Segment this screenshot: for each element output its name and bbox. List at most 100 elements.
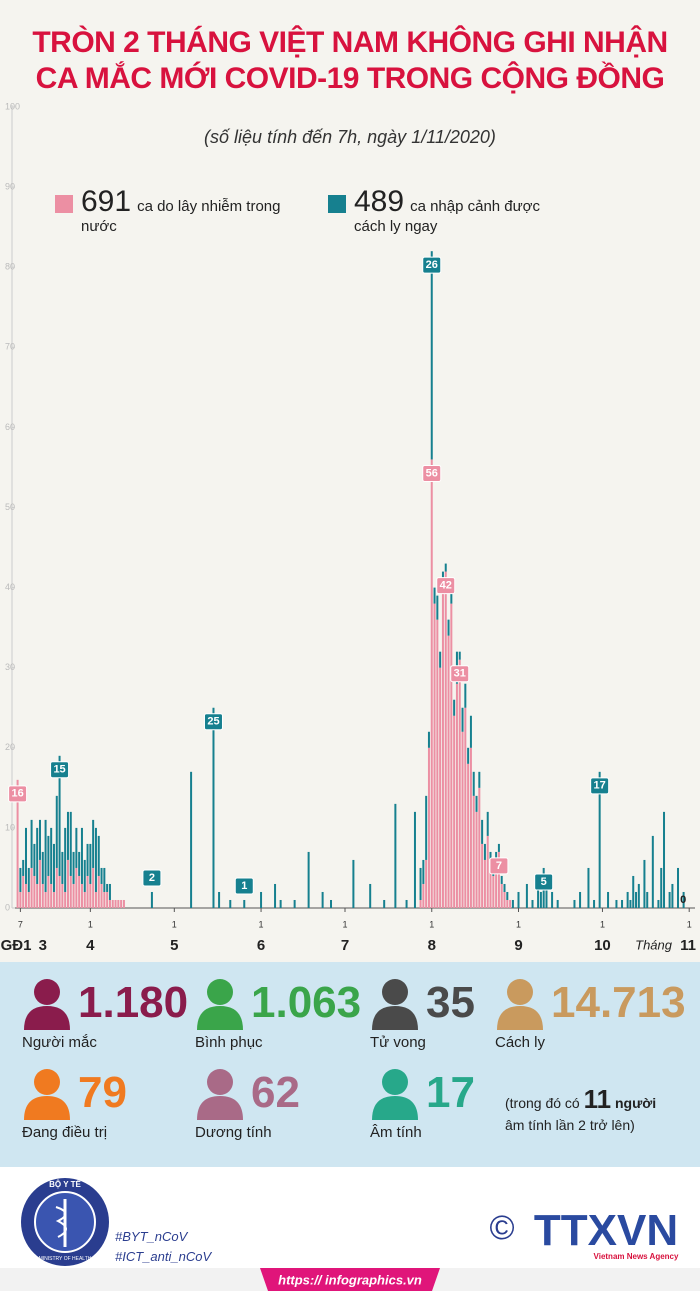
y-tick-label: 20 [5, 742, 15, 752]
bar-segment [598, 771, 601, 908]
stat-label: Người mắc [22, 1034, 97, 1051]
bar-segment [150, 891, 153, 908]
bar-segment [551, 891, 554, 908]
bar-segment [657, 899, 660, 908]
bar-segment [500, 875, 503, 884]
x-month-label: 7 [341, 937, 349, 954]
y-tick-label: 60 [5, 422, 15, 432]
person-icon [372, 979, 418, 1030]
data-label: 16 [11, 788, 23, 800]
bar-segment [467, 747, 470, 764]
bar-segment [27, 891, 30, 908]
bar-segment [671, 883, 674, 908]
bar-segment [537, 883, 540, 908]
bar-segment [94, 891, 97, 908]
bar-segment [69, 875, 72, 908]
bar-segment [469, 715, 472, 748]
bar-segment [637, 883, 640, 908]
legend-label: ca nhập cảnh được cách ly ngay [354, 198, 541, 235]
x-month-label: 3 [39, 937, 47, 954]
x-tick-label: 7 [18, 919, 23, 929]
bar-segment [682, 891, 685, 908]
legend-item: 691 ca do lây nhiễm trong nước [55, 187, 311, 237]
bar-segment [503, 891, 506, 908]
bar-segment [427, 747, 430, 908]
chart: (số liệu tính đến 7h, ngày 1/11/2020) Th… [1, 101, 696, 954]
x-month-label: 8 [428, 937, 436, 954]
stat-label: Đang điều trị [22, 1124, 108, 1141]
bar-segment [405, 899, 408, 908]
bar-segment [36, 827, 39, 884]
person-icon [24, 1069, 70, 1120]
bar-segment [122, 899, 125, 908]
bar-segment [663, 811, 666, 908]
data-label: 0 [680, 894, 686, 906]
bar-segment [587, 867, 590, 908]
stat-value: 62 [251, 1068, 300, 1117]
bar-segment [444, 571, 447, 908]
bar-segment [469, 747, 472, 908]
label-box [422, 256, 442, 274]
bar-segment [453, 699, 456, 716]
bar-segment [58, 755, 61, 876]
legend-swatch [328, 195, 346, 213]
hashtag: #ICT_anti_nCoV [115, 1249, 212, 1264]
stat-value: 1.180 [78, 978, 189, 1027]
url: https:// infographics.vn [278, 1272, 422, 1287]
bar-segment [83, 891, 86, 908]
bar-segment [352, 859, 355, 908]
data-label: 5 [541, 876, 547, 888]
bar-segment [635, 891, 638, 908]
bar-segment [30, 867, 33, 908]
bar-segment [632, 875, 635, 908]
bar-segment [464, 683, 467, 708]
x-axis-label: Tháng [635, 937, 673, 952]
stat-value: 35 [426, 978, 475, 1027]
data-label: 1 [241, 880, 247, 892]
logo-text: BỘ Y TẾ [49, 1179, 81, 1189]
bar-segment [33, 875, 36, 908]
bar-segment [44, 819, 47, 892]
bar-segment [483, 843, 486, 860]
bar-segment [330, 899, 333, 908]
bar-segment [458, 651, 461, 660]
note: (trong đó có 11 người âm tính lần 2 trở l… [505, 1086, 656, 1136]
bar-segment [52, 891, 55, 908]
stat-value: 1.063 [251, 978, 362, 1027]
y-tick-label: 70 [5, 342, 15, 352]
bar-segment [497, 851, 500, 908]
bar-segment [16, 779, 19, 908]
stat-label: Tử vong [370, 1034, 426, 1051]
bar-segment [483, 859, 486, 908]
bar-segment [430, 459, 433, 908]
bar-segment [24, 883, 27, 908]
bar-segment [621, 899, 624, 908]
bar-segment [64, 827, 67, 892]
bar-segment [593, 899, 596, 908]
bar-segment [72, 883, 75, 908]
bar-segment [75, 867, 78, 908]
stat-value: 17 [426, 1068, 475, 1117]
stat-label: Âm tính [370, 1124, 422, 1141]
bar-segment [83, 859, 86, 892]
bar-segment [97, 835, 100, 876]
bar-segment [436, 619, 439, 908]
footer-art: BỘ Y TẾ MINISTRY OF HEALTH #BYT_nCoV #IC… [0, 1178, 700, 1291]
bar-segment [495, 851, 498, 860]
y-tick-label: 80 [5, 262, 15, 272]
bar-segment [579, 891, 582, 908]
bar-segment [425, 859, 428, 908]
label-box [142, 869, 162, 887]
bar-segment [229, 899, 232, 908]
bar-segment [539, 891, 542, 908]
bar-segment [478, 771, 481, 788]
bar-segment [461, 731, 464, 908]
bar-segment [78, 851, 81, 876]
bar-segment [86, 875, 89, 908]
bar-segment [433, 587, 436, 604]
label-box [234, 877, 254, 895]
bar-segment [19, 867, 22, 892]
data-label: 56 [426, 467, 438, 479]
bar-segment [38, 859, 41, 908]
